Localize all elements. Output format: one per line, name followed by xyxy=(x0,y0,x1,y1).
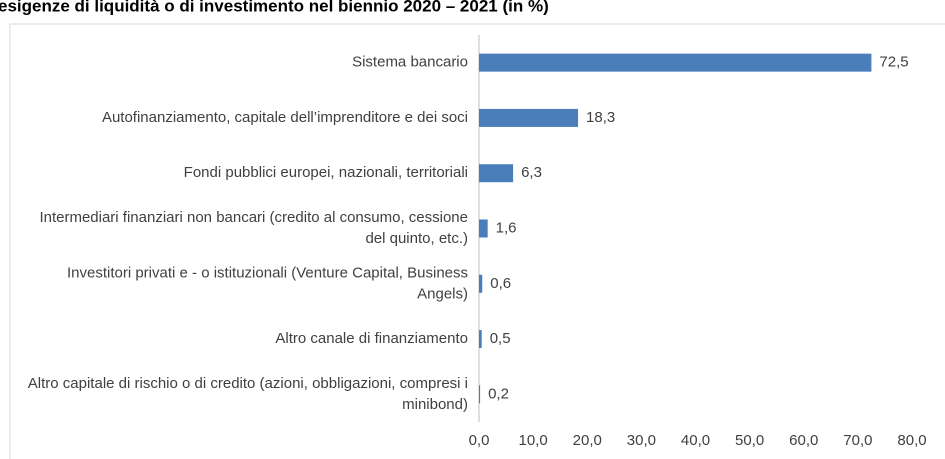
x-tick-label: 70,0 xyxy=(843,432,872,449)
data-label: 18,3 xyxy=(586,109,615,126)
data-label: 0,6 xyxy=(490,275,511,292)
x-tick-label: 50,0 xyxy=(735,432,764,449)
x-tick-label: 20,0 xyxy=(573,432,602,449)
bar xyxy=(479,385,481,404)
bar xyxy=(479,274,483,293)
y-tick-label: Investitori privati e - o istituzionali … xyxy=(67,264,468,302)
bar xyxy=(479,108,579,127)
y-tick-label: Altro capitale di rischio o di credito (… xyxy=(28,375,468,413)
bar xyxy=(479,53,872,72)
x-tick-label: 40,0 xyxy=(681,432,710,449)
bar xyxy=(479,330,482,349)
bar xyxy=(479,219,488,238)
y-tick-label: Fondi pubblici europei, nazionali, terri… xyxy=(184,164,468,181)
data-label: 6,3 xyxy=(521,164,542,181)
y-tick-label: Autofinanziamento, capitale dell’imprend… xyxy=(102,109,468,126)
y-tick-label: Intermediari finanziari non bancari (cre… xyxy=(39,209,468,247)
x-tick-label: 0,0 xyxy=(469,432,490,449)
chart-title: esigenze di liquidità o di investimento … xyxy=(0,0,549,15)
data-label: 0,2 xyxy=(488,385,509,402)
data-label: 72,5 xyxy=(879,54,908,71)
x-tick-label: 80,0 xyxy=(897,432,926,449)
y-tick-label: Altro canale di finanziamento xyxy=(275,330,468,347)
x-tick-label: 60,0 xyxy=(789,432,818,449)
x-tick-label: 30,0 xyxy=(627,432,656,449)
chart-border xyxy=(9,23,945,459)
data-label: 0,5 xyxy=(490,330,511,347)
bar xyxy=(479,164,514,183)
data-label: 1,6 xyxy=(496,219,517,236)
y-tick-label: Sistema bancario xyxy=(352,54,468,71)
x-tick-label: 10,0 xyxy=(519,432,548,449)
